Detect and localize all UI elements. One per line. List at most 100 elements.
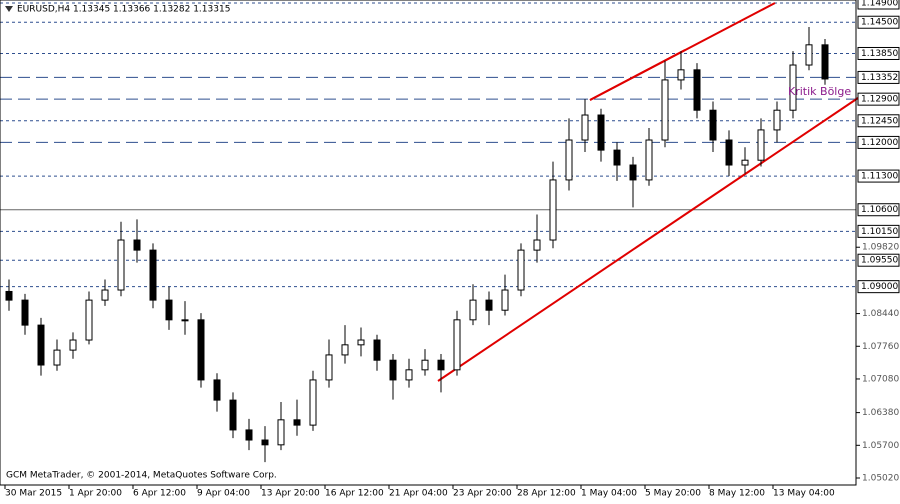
- x-tick-label: 16 Apr 12:00: [325, 489, 384, 499]
- candle-body: [725, 139, 733, 166]
- level-label-box: [857, 92, 900, 106]
- candle-body: [645, 139, 653, 181]
- y-tick-label: 1.06380: [862, 408, 899, 418]
- candle-body: [405, 369, 413, 381]
- candle-body: [789, 64, 797, 111]
- candle-body: [565, 139, 573, 181]
- candle-body: [309, 379, 317, 426]
- level-label: 1.09000: [861, 282, 898, 292]
- candle-body: [101, 289, 109, 301]
- candle-body: [453, 319, 461, 371]
- candle-body: [293, 419, 301, 426]
- candle-body: [373, 339, 381, 361]
- candle-body: [517, 249, 525, 291]
- candle-body: [661, 79, 669, 141]
- candle-body: [21, 299, 29, 326]
- x-tick-label: 1 Apr 20:00: [69, 489, 122, 499]
- candle-body: [805, 44, 813, 66]
- candle-body: [341, 344, 349, 356]
- candle-body: [325, 354, 333, 381]
- x-tick-label: 28 Apr 12:00: [517, 489, 576, 499]
- candle-body: [181, 319, 189, 322]
- candle-body: [197, 319, 205, 381]
- candle-body: [693, 69, 701, 111]
- candle-body: [533, 239, 541, 251]
- candle-body: [437, 359, 445, 371]
- candle-body: [597, 114, 605, 151]
- candle-body: [277, 419, 285, 446]
- candle-body: [549, 179, 557, 241]
- x-tick-label: 30 Mar 2015: [5, 489, 62, 499]
- y-tick-label: 1.07080: [862, 374, 899, 384]
- candle-body: [741, 159, 749, 166]
- candle-body: [629, 164, 637, 181]
- x-tick-label: 9 Apr 04:00: [197, 489, 250, 499]
- level-label-box: [857, 46, 900, 60]
- x-tick-label: 23 Apr 20:00: [453, 489, 512, 499]
- level-label: 1.09550: [861, 256, 898, 266]
- candle-body: [245, 429, 253, 441]
- candle-body: [229, 399, 237, 431]
- candle-body: [5, 290, 13, 301]
- level-label: 1.10150: [861, 227, 898, 237]
- level-label-box: [857, 70, 900, 84]
- candle-body: [261, 439, 269, 446]
- y-tick-label: 1.05700: [862, 441, 899, 451]
- level-label: 1.12900: [861, 95, 898, 105]
- chart-title: EURUSD,H4 1.13345 1.13366 1.13282 1.1331…: [17, 5, 230, 15]
- candle-body: [501, 289, 509, 311]
- level-label-box: [857, 114, 900, 128]
- level-label: 1.12450: [861, 116, 898, 126]
- candle-body: [85, 299, 93, 341]
- level-label-box: [857, 280, 900, 294]
- level-label: 1.14500: [861, 18, 898, 28]
- x-tick-label: 21 Apr 04:00: [389, 489, 448, 499]
- x-tick-label: 8 May 12:00: [709, 489, 765, 499]
- level-label: 1.11300: [861, 172, 898, 182]
- level-label-box: [857, 169, 900, 183]
- x-tick-label: 13 Apr 20:00: [261, 489, 320, 499]
- level-label: 1.10600: [861, 205, 898, 215]
- candle-body: [149, 249, 157, 301]
- candle-body: [677, 69, 685, 81]
- candle-body: [53, 349, 61, 366]
- x-tick-label: 5 May 20:00: [645, 489, 701, 499]
- trendline: [589, 49, 686, 101]
- level-label: 1.13850: [861, 49, 898, 59]
- trendline: [437, 97, 859, 382]
- candle-body: [69, 339, 77, 351]
- level-label: 1.14900: [861, 0, 898, 9]
- candle-body: [37, 324, 45, 366]
- y-tick-label: 1.08440: [862, 309, 899, 319]
- x-tick-label: 1 May 04:00: [581, 489, 637, 499]
- candle-body: [469, 299, 477, 321]
- y-tick-label: 1.09820: [862, 243, 899, 253]
- level-label-box: [857, 0, 900, 10]
- level-label-box: [857, 15, 900, 29]
- symbol-icon: [5, 6, 13, 12]
- level-label: 1.12000: [861, 138, 898, 148]
- candle-body: [117, 239, 125, 291]
- footer: GCM MetaTrader, © 2001-2014, MetaQuotes …: [6, 471, 277, 481]
- candle-body: [389, 359, 397, 381]
- level-label-box: [857, 203, 900, 217]
- candle-body: [773, 109, 781, 131]
- candle-body: [485, 299, 493, 311]
- candle-body: [757, 129, 765, 161]
- y-tick-label: 1.07760: [862, 342, 899, 352]
- level-label-box: [857, 224, 900, 238]
- candle-body: [165, 299, 173, 321]
- annotation: Kritik Bölge: [788, 85, 851, 98]
- candle-body: [357, 339, 365, 346]
- candle-body: [613, 149, 621, 166]
- candle-body: [581, 114, 589, 141]
- candle-body: [213, 379, 221, 401]
- level-label-box: [857, 253, 900, 267]
- candle-body: [133, 239, 141, 251]
- level-label: 1.13352: [861, 73, 898, 83]
- x-tick-label: 6 Apr 12:00: [133, 489, 186, 499]
- y-tick-label: 1.05020: [862, 474, 899, 484]
- candle-body: [709, 109, 717, 141]
- level-label-box: [857, 135, 900, 149]
